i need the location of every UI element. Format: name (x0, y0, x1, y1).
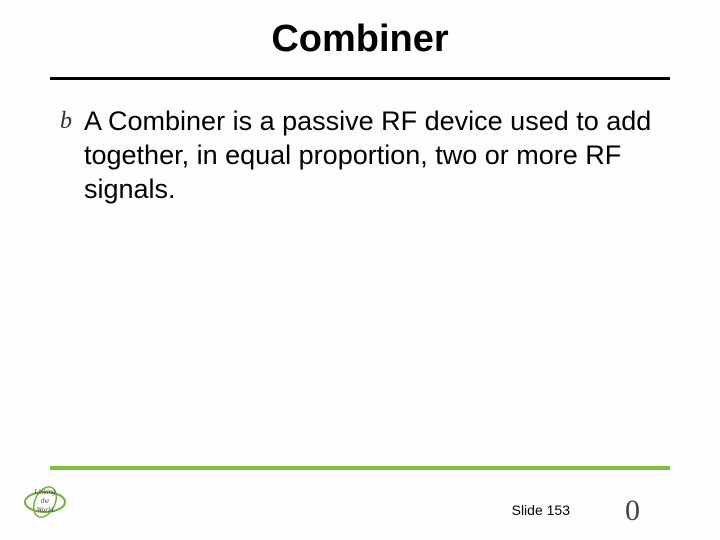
logo-text-3: World (37, 506, 54, 514)
bullet-text: A Combiner is a passive RF device used t… (84, 104, 652, 206)
body-area: b A Combiner is a passive RF device used… (0, 80, 720, 206)
logo-text-2: the (41, 497, 50, 505)
bullet-marker: b (60, 104, 78, 138)
bullet-item: b A Combiner is a passive RF device used… (60, 104, 652, 206)
logo-linking-the-world: Linking the World (22, 480, 68, 520)
slide-container: Combiner b A Combiner is a passive RF de… (0, 0, 720, 540)
logo-text-1: Linking (33, 488, 56, 496)
slide-number: Slide 153 (512, 502, 570, 518)
corner-page-number: 0 (625, 494, 640, 528)
footer-divider (50, 466, 670, 470)
slide-title: Combiner (0, 0, 720, 73)
